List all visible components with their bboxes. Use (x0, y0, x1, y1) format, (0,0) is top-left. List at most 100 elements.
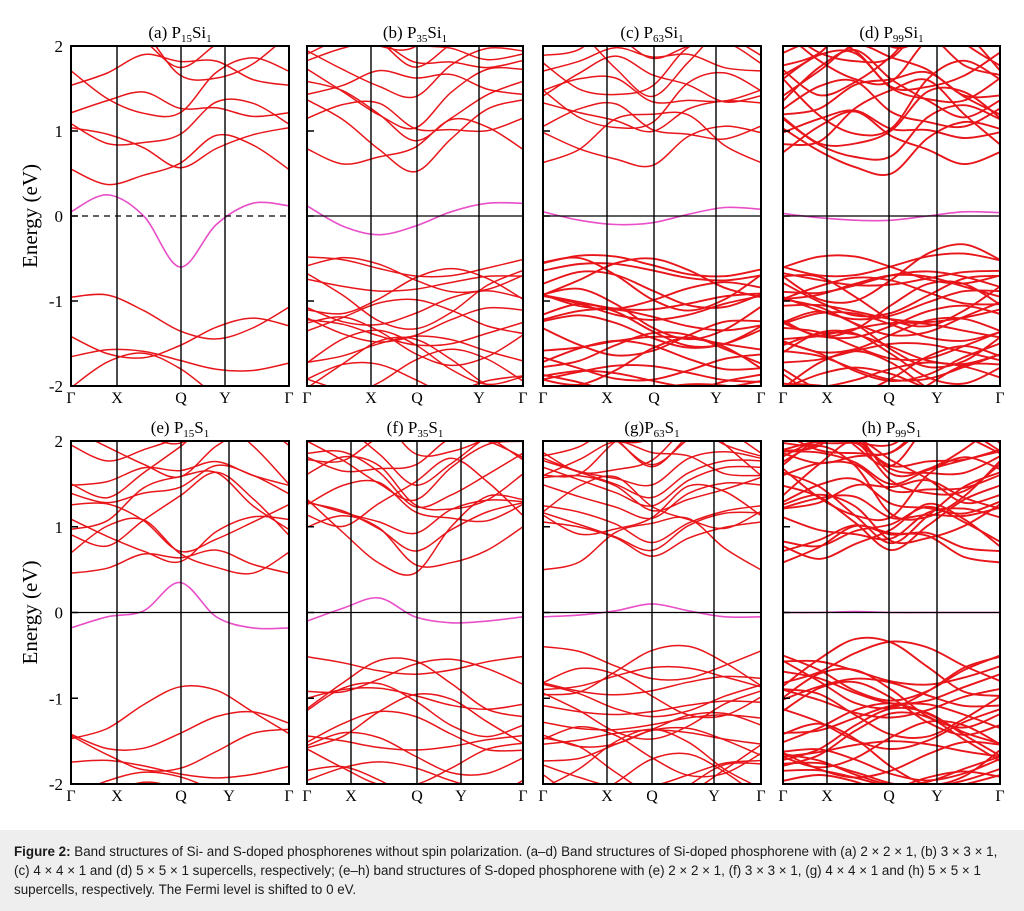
valence-band-1 (543, 254, 761, 278)
valence-band-24 (783, 768, 1000, 784)
plot-area-f (307, 441, 523, 784)
x-tick-label: Γ (66, 788, 75, 805)
y-tick-label: 1 (55, 518, 64, 537)
conduction-band-13 (400, 441, 482, 457)
y-tick-label: -1 (49, 689, 63, 708)
valence-band-15 (543, 737, 761, 784)
conduction-band-1 (783, 524, 1000, 564)
conduction-band-7 (307, 455, 523, 511)
panel-g: Γ X Q Y Γ (g)P63S1 (538, 418, 765, 805)
conduction-band-5 (307, 66, 523, 130)
conduction-band-6 (543, 75, 761, 104)
conduction-band-1 (783, 120, 1000, 177)
plot-area-h (783, 441, 1000, 784)
valence-band-11 (307, 335, 523, 364)
impurity-band (71, 581, 289, 630)
valence-band-7 (783, 276, 1000, 306)
panel-f: Γ X Q Y Γ (f) P35S1 (302, 418, 527, 805)
caption-label: Figure 2: (14, 844, 71, 859)
valence-band-4 (783, 654, 1000, 702)
y-tick-label: 2 (55, 432, 64, 451)
figure-canvas: Γ X Q Y Γ 2 1 0 -1 -2 Energy (eV) (a) P15Si1 Γ X Q Y Γ (b… (18, 23, 1005, 805)
valence-band-2 (71, 710, 289, 751)
valence-band-3 (307, 275, 523, 292)
valence-band-2 (307, 658, 523, 694)
x-tick-label: Γ (518, 788, 527, 805)
y-tick-label: -2 (49, 775, 63, 794)
valence-band-1 (307, 256, 523, 278)
x-tick-label: Γ (756, 788, 765, 805)
conduction-band-4 (71, 502, 289, 553)
conduction-band-8 (307, 46, 523, 69)
valence-band-11 (307, 761, 465, 784)
valence-band-3 (783, 659, 1000, 686)
conduction-band-12 (307, 441, 523, 463)
impurity-band (783, 210, 1000, 222)
conduction-band-9 (543, 46, 761, 72)
x-tick-label: Y (219, 390, 231, 407)
panel-title: (f) P35S1 (387, 418, 444, 440)
valence-band-16 (783, 321, 1000, 341)
valence-band-1 (71, 293, 289, 340)
valence-band-20 (783, 740, 1000, 779)
valence-band-10 (307, 316, 523, 367)
panel-b: Γ X Q Y Γ (b) P35Si1 (302, 23, 527, 407)
valence-band-28 (787, 366, 924, 386)
conduction-band-9 (783, 471, 1000, 545)
valence-band-18 (783, 740, 1000, 758)
valence-band-8 (307, 734, 523, 751)
conduction-band-18 (783, 46, 1000, 67)
x-tick-label: X (365, 390, 377, 407)
valence-band-7 (307, 710, 523, 752)
x-tick-label: Γ (778, 788, 787, 805)
x-tick-label: Q (883, 390, 895, 407)
conduction-band-4 (307, 80, 523, 142)
x-tick-label: Q (648, 390, 660, 407)
plot-area-e (71, 441, 289, 784)
conduction-band-12 (158, 441, 187, 445)
x-tick-label: Γ (995, 390, 1004, 407)
x-tick-label: Y (710, 390, 722, 407)
x-tick-label: Q (175, 788, 187, 805)
conduction-band-27 (783, 441, 1000, 447)
conduction-band-10 (93, 441, 226, 479)
valence-band-16 (543, 759, 761, 784)
conduction-band-8 (783, 59, 1000, 137)
conduction-band-3 (307, 501, 523, 552)
conduction-band-9 (71, 441, 289, 499)
valence-band-6 (783, 273, 1000, 301)
panel-a: Γ X Q Y Γ 2 1 0 -1 -2 Energy (eV) (a) P15Si1 (18, 23, 294, 407)
valence-band-4 (543, 256, 761, 312)
figure-caption: Figure 2: Band structures of Si- and S-d… (0, 830, 1024, 911)
conduction-band-15 (798, 46, 923, 86)
conduction-band-4 (71, 91, 289, 118)
conduction-band-2 (71, 517, 289, 575)
valence-band-15 (307, 361, 430, 386)
x-tick-label: Q (883, 788, 895, 805)
valence-band-17 (543, 336, 761, 386)
valence-band-9 (307, 731, 523, 776)
conduction-band-3 (71, 515, 289, 564)
impurity-band (71, 193, 289, 268)
panel-title: (h) P99S1 (862, 418, 922, 440)
valence-band-3 (71, 348, 289, 372)
y-tick-label: 2 (55, 37, 64, 56)
valence-band-5 (307, 269, 523, 330)
valence-band-2 (783, 636, 1000, 697)
valence-band-8 (783, 667, 1000, 729)
conduction-band-25 (783, 441, 1000, 452)
y-tick-label: 0 (55, 207, 64, 226)
x-tick-label: Y (708, 788, 720, 805)
x-tick-label: Γ (538, 390, 547, 407)
conduction-band-21 (861, 441, 978, 478)
valence-band-5 (543, 270, 761, 309)
valence-band-4 (307, 267, 523, 315)
valence-band-16 (543, 339, 761, 371)
x-tick-label: Q (411, 788, 423, 805)
conduction-band-10 (783, 48, 1000, 119)
x-tick-label: X (821, 390, 833, 407)
y-axis-label: Energy (eV) (18, 561, 42, 665)
conduction-band-7 (307, 47, 523, 99)
y-tick-label: 1 (55, 122, 64, 141)
conduction-band-5 (543, 71, 761, 130)
